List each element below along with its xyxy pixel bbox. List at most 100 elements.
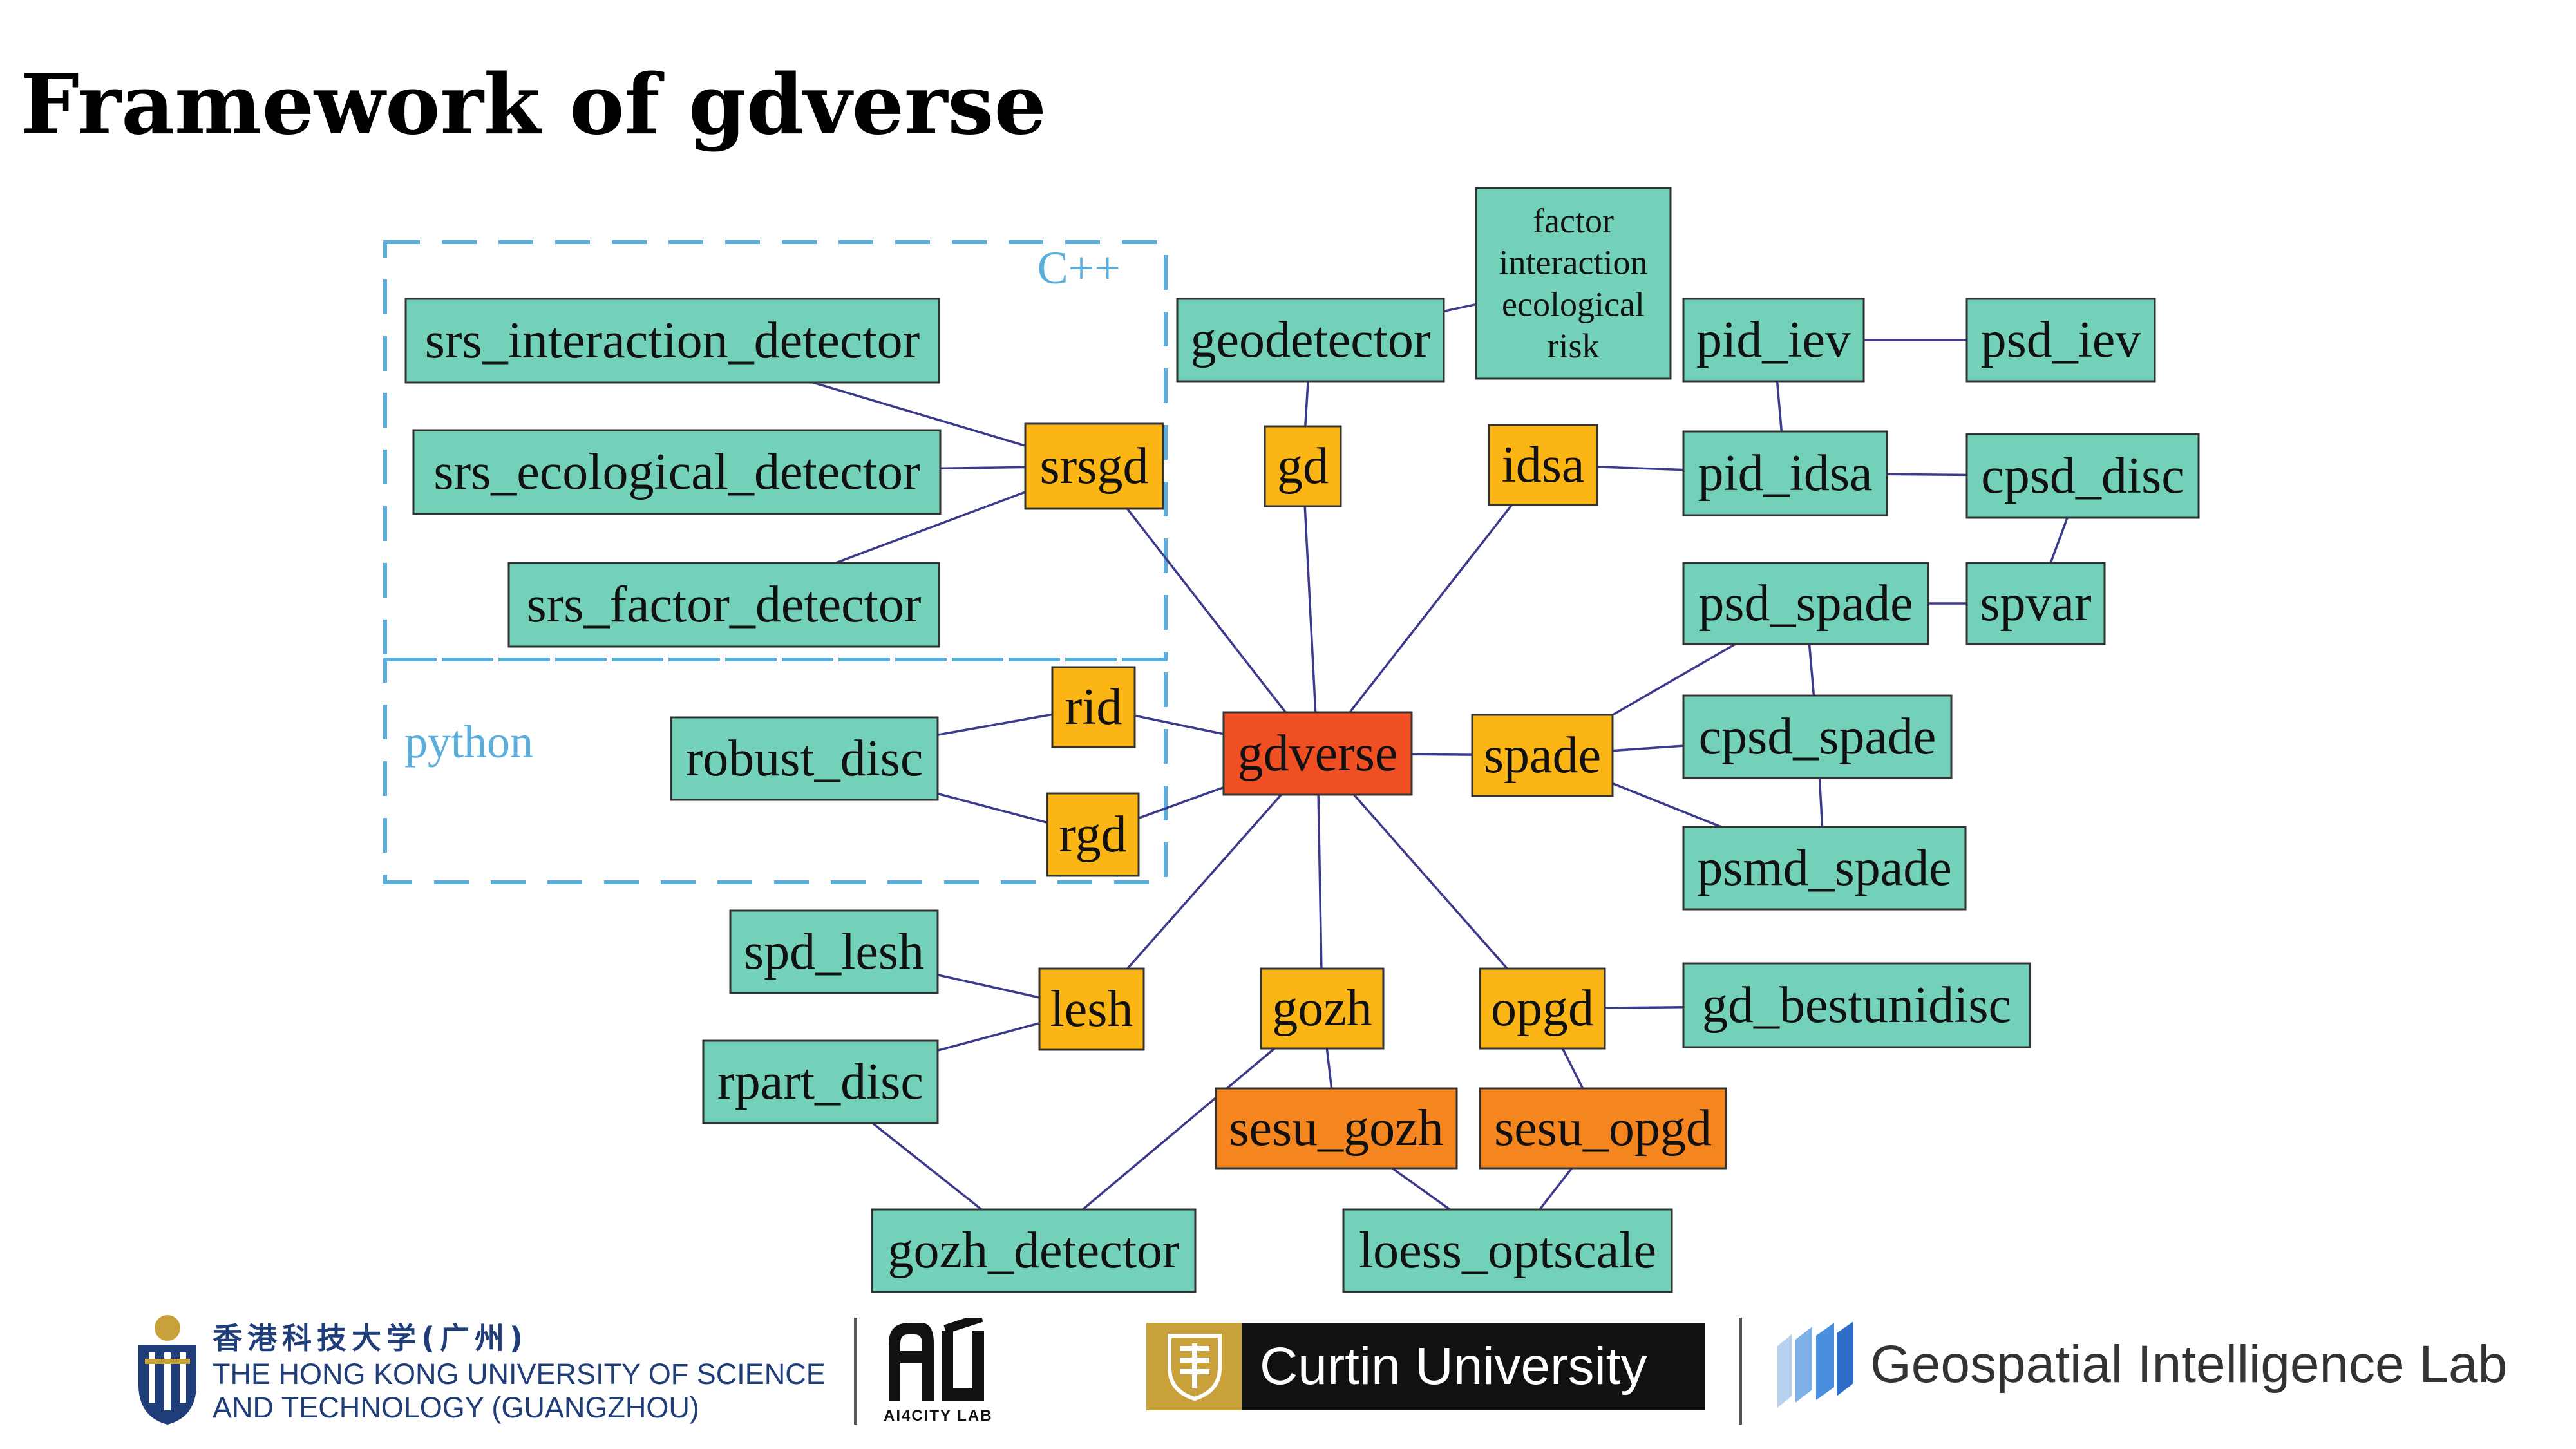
node-srs_factor_detector-label: srs_factor_detector [526,576,921,633]
node-gozh_detector-label: gozh_detector [887,1222,1179,1279]
node-rgd-label: rgd [1059,806,1126,863]
node-spd_lesh-label: spd_lesh [744,923,924,980]
node-lesh: lesh [1038,967,1145,1051]
edge-gdverse-gozh [1316,753,1323,1009]
node-opgd-label: opgd [1491,980,1594,1037]
node-gdverse: gdverse [1222,711,1413,796]
node-spvar: spvar [1965,562,2106,645]
node-srs_ecological_detector-box [412,429,942,515]
edge-gdverse-gd [1302,466,1319,754]
node-rid-label: rid [1065,679,1122,735]
node-srs_ecological_detector: srs_ecological_detector [412,429,942,515]
node-spade-box [1471,714,1614,797]
curtin-shield-icon [1168,1334,1222,1401]
hkust-crest-icon [138,1315,196,1425]
node-gd_bestunidisc-label: gd_bestunidisc [1702,977,2011,1034]
node-cpsd_disc-label: cpsd_disc [1981,448,2184,504]
node-spd_lesh: spd_lesh [729,909,939,994]
node-sesu_opgd-box [1479,1087,1727,1170]
node-gd_bestunidisc-box [1682,962,2031,1048]
node-psd_iev-box [1965,298,2156,383]
node-geodetector-label: geodetector [1190,312,1430,368]
node-psmd_spade-label: psmd_spade [1697,840,1952,896]
node-psd_spade: psd_spade [1682,562,1929,645]
node-gd: gd [1264,425,1342,507]
node-cpsd_spade-box [1682,694,1953,779]
node-rgd: rgd [1046,792,1140,877]
ai4city-label: AI4CITY LAB [884,1407,993,1425]
node-factor_box-label: risk [1548,327,1600,365]
node-psd_spade-label: psd_spade [1698,575,1913,632]
node-gozh: gozh [1260,967,1385,1050]
node-pid_iev-label: pid_iev [1696,312,1851,368]
node-cpsd_spade-label: cpsd_spade [1699,708,1937,765]
node-lesh-box [1038,967,1145,1051]
node-srs_factor_detector: srs_factor_detector [507,562,940,648]
node-srsgd: srsgd [1024,422,1164,510]
node-gozh-label: gozh [1272,980,1372,1037]
node-srs_interaction_detector-box [404,298,940,384]
node-spd_lesh-box [729,909,939,994]
node-gdverse-label: gdverse [1238,725,1398,782]
node-factor_box-label: factor [1533,202,1614,240]
geospatial-lab-name: Geospatial Intelligence Lab [1870,1335,2508,1394]
node-psmd_spade: psmd_spade [1682,826,1967,911]
hkust-chinese-name: 香港科技大学(广州) [213,1321,529,1356]
node-pid_idsa-box [1682,430,1888,516]
node-pid_idsa-label: pid_idsa [1698,445,1872,502]
node-robust_disc-box [670,716,939,801]
ai4city-logo-icon [889,1318,984,1401]
region-cpp-label: C++ [1037,242,1121,294]
node-spvar-box [1965,562,2106,645]
node-gozh_detector: gozh_detector [871,1208,1197,1293]
node-idsa-label: idsa [1502,437,1585,493]
node-srsgd-label: srsgd [1040,438,1149,495]
node-idsa-box [1488,424,1598,506]
node-cpsd_disc-box [1965,433,2200,519]
node-sesu_gozh-label: sesu_gozh [1229,1100,1443,1157]
node-factor_box-box [1475,187,1672,380]
node-srs_ecological_detector-label: srs_ecological_detector [433,444,920,500]
node-geodetector: geodetector [1176,298,1445,383]
node-spade-label: spade [1484,727,1601,784]
hkust-english-line-1: THE HONG KONG UNIVERSITY OF SCIENCE [213,1358,826,1390]
node-gdverse-box [1222,711,1413,796]
node-pid_iev-box [1682,298,1865,383]
region-python-box [383,658,1168,884]
node-rpart_disc-label: rpart_disc [717,1054,923,1110]
node-srs_factor_detector-box [507,562,940,648]
node-factor_box-label: ecological [1502,285,1645,323]
node-sesu_gozh: sesu_gozh [1215,1087,1458,1170]
node-srs_interaction_detector: srs_interaction_detector [404,298,940,384]
node-idsa: idsa [1488,424,1598,506]
edge-gdverse-srsgd [1093,465,1319,755]
curtin-university-name: Curtin University [1260,1337,1647,1396]
node-sesu_opgd-label: sesu_opgd [1494,1100,1712,1157]
hkust-english-line-2: AND TECHNOLOGY (GUANGZHOU) [213,1391,699,1424]
node-rpart_disc-box [702,1039,939,1124]
node-geodetector-box [1176,298,1445,383]
node-robust_disc-label: robust_disc [686,730,923,787]
node-rpart_disc: rpart_disc [702,1039,939,1124]
node-opgd: opgd [1479,967,1606,1050]
node-spade: spade [1471,714,1614,797]
region-python-label: python [404,716,533,768]
node-srs_interaction_detector-label: srs_interaction_detector [425,312,920,369]
node-gozh_detector-box [871,1208,1197,1293]
node-rgd-box [1046,792,1140,877]
slide-title: Framework of gdverse [21,57,1046,153]
node-spvar-label: spvar [1980,575,2091,632]
node-cpsd_spade: cpsd_spade [1682,694,1953,779]
region-cpp-box [383,240,1168,661]
node-lesh-label: lesh [1050,981,1133,1037]
node-loess_optscale-box [1342,1208,1673,1293]
geospatial-lab-logo-icon [1777,1321,1853,1408]
node-gd-label: gd [1277,438,1329,495]
node-pid_idsa: pid_idsa [1682,430,1888,516]
node-pid_iev: pid_iev [1682,298,1865,383]
edge-gdverse-opgd [1316,752,1544,1010]
framework-diagram: C++ python gdverse srsgd gd idsa spade rid rgd l… [383,187,2200,1293]
node-cpsd_disc: cpsd_disc [1965,433,2200,519]
